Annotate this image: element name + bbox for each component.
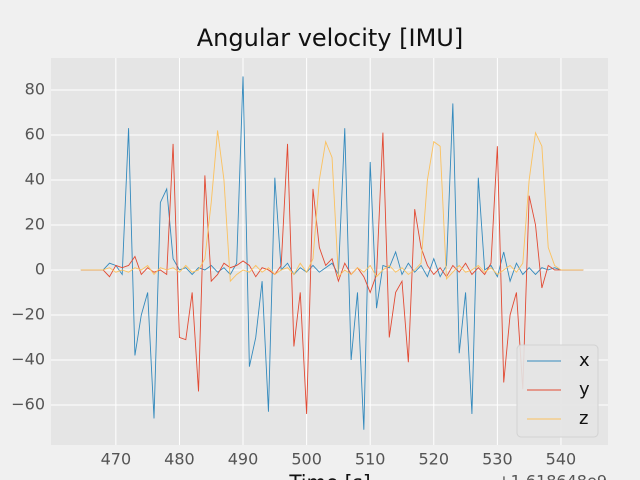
legend-label: z — [579, 408, 588, 429]
x-offset-label: +1.618648e9 — [497, 472, 607, 480]
y-tick-label: 60 — [25, 124, 45, 143]
y-tick-label: 80 — [25, 79, 45, 98]
x-tick-label: 520 — [419, 450, 450, 469]
y-tick-label: −60 — [11, 394, 45, 413]
plot-bg — [51, 58, 608, 445]
x-tick-label: 510 — [355, 450, 386, 469]
x-tick-label: 490 — [228, 450, 259, 469]
y-tick-label: −40 — [11, 349, 45, 368]
series-line — [80, 132, 584, 414]
chart-title: Angular velocity [IMU] — [197, 24, 463, 52]
series-line — [80, 130, 584, 283]
legend-label: y — [579, 379, 590, 400]
y-tick-label: 0 — [35, 259, 45, 278]
x-tick-label: 470 — [101, 450, 132, 469]
x-tick-label: 530 — [482, 450, 513, 469]
legend-box — [516, 344, 599, 438]
x-axis-label: Time [s] — [288, 471, 370, 480]
legend: xyz — [516, 344, 599, 438]
legend-label: x — [579, 350, 590, 371]
y-tick-label: 20 — [25, 214, 45, 233]
grid: −60 −40 −20 0 20 40 60 80 470 480 490 500 510 520 530 5… — [11, 58, 608, 469]
x-tick-label: 540 — [546, 450, 577, 469]
y-tick-label: −20 — [11, 304, 45, 323]
y-tick-label: 40 — [25, 169, 45, 188]
x-tick-label: 480 — [164, 450, 195, 469]
x-tick-label: 500 — [291, 450, 322, 469]
lines — [80, 76, 584, 430]
